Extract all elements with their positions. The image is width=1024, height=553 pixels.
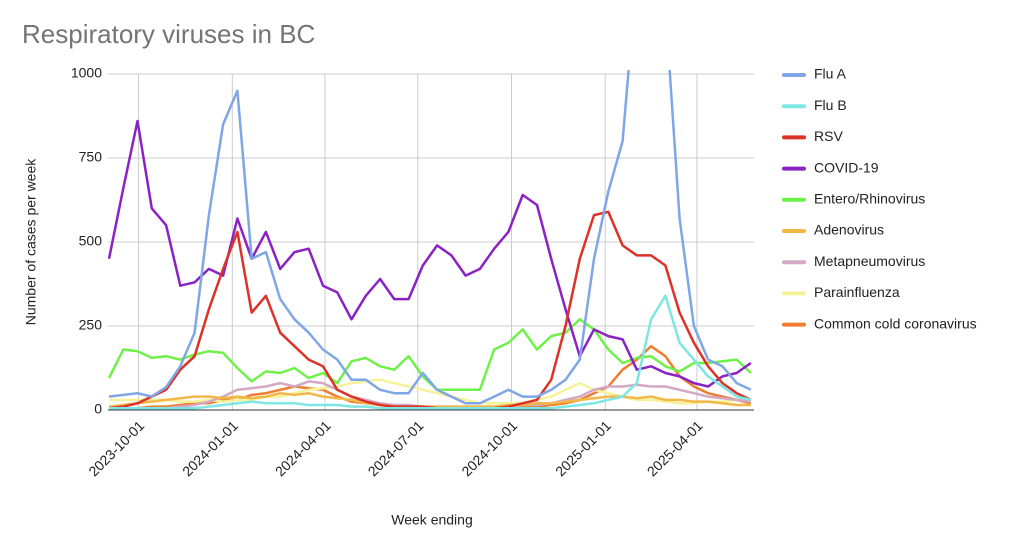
y-tick-label: 0 <box>94 401 102 417</box>
legend-label: RSV <box>814 128 843 144</box>
series-line <box>109 294 752 410</box>
legend-label: Entero/Rhinovirus <box>814 191 925 207</box>
x-tick-label: 2024-07-01 <box>365 417 427 479</box>
y-tick-label: 1000 <box>71 65 102 81</box>
legend-label: Common cold coronavirus <box>814 315 977 331</box>
series-line <box>108 318 752 392</box>
y-tick-label: 250 <box>79 317 103 333</box>
series-line <box>108 70 752 405</box>
legend-label: Flu B <box>814 97 847 113</box>
x-tick-label: 2024-01-01 <box>179 417 241 479</box>
y-tick-label: 500 <box>79 233 103 249</box>
legend-label: Adenovirus <box>814 222 884 238</box>
x-tick-label: 2023-10-01 <box>85 417 147 479</box>
series-line <box>108 119 752 388</box>
y-tick-label: 750 <box>79 149 103 165</box>
legend-label: COVID-19 <box>814 159 879 175</box>
series-line <box>109 378 751 405</box>
y-axis-label: Number of cases per week <box>23 158 39 326</box>
legend-label: Flu A <box>814 66 847 82</box>
series-line <box>109 344 752 410</box>
x-axis-label: Week ending <box>391 512 472 528</box>
x-tick-label: 2024-10-01 <box>458 417 520 479</box>
x-tick-label: 2025-04-01 <box>644 417 706 479</box>
legend-label: Metapneumovirus <box>814 253 925 269</box>
legend-label: Parainfluenza <box>814 284 900 300</box>
x-tick-label: 2025-01-01 <box>552 417 614 479</box>
chart-title: Respiratory viruses in BC <box>22 19 315 49</box>
x-tick-label: 2024-04-01 <box>272 417 334 479</box>
